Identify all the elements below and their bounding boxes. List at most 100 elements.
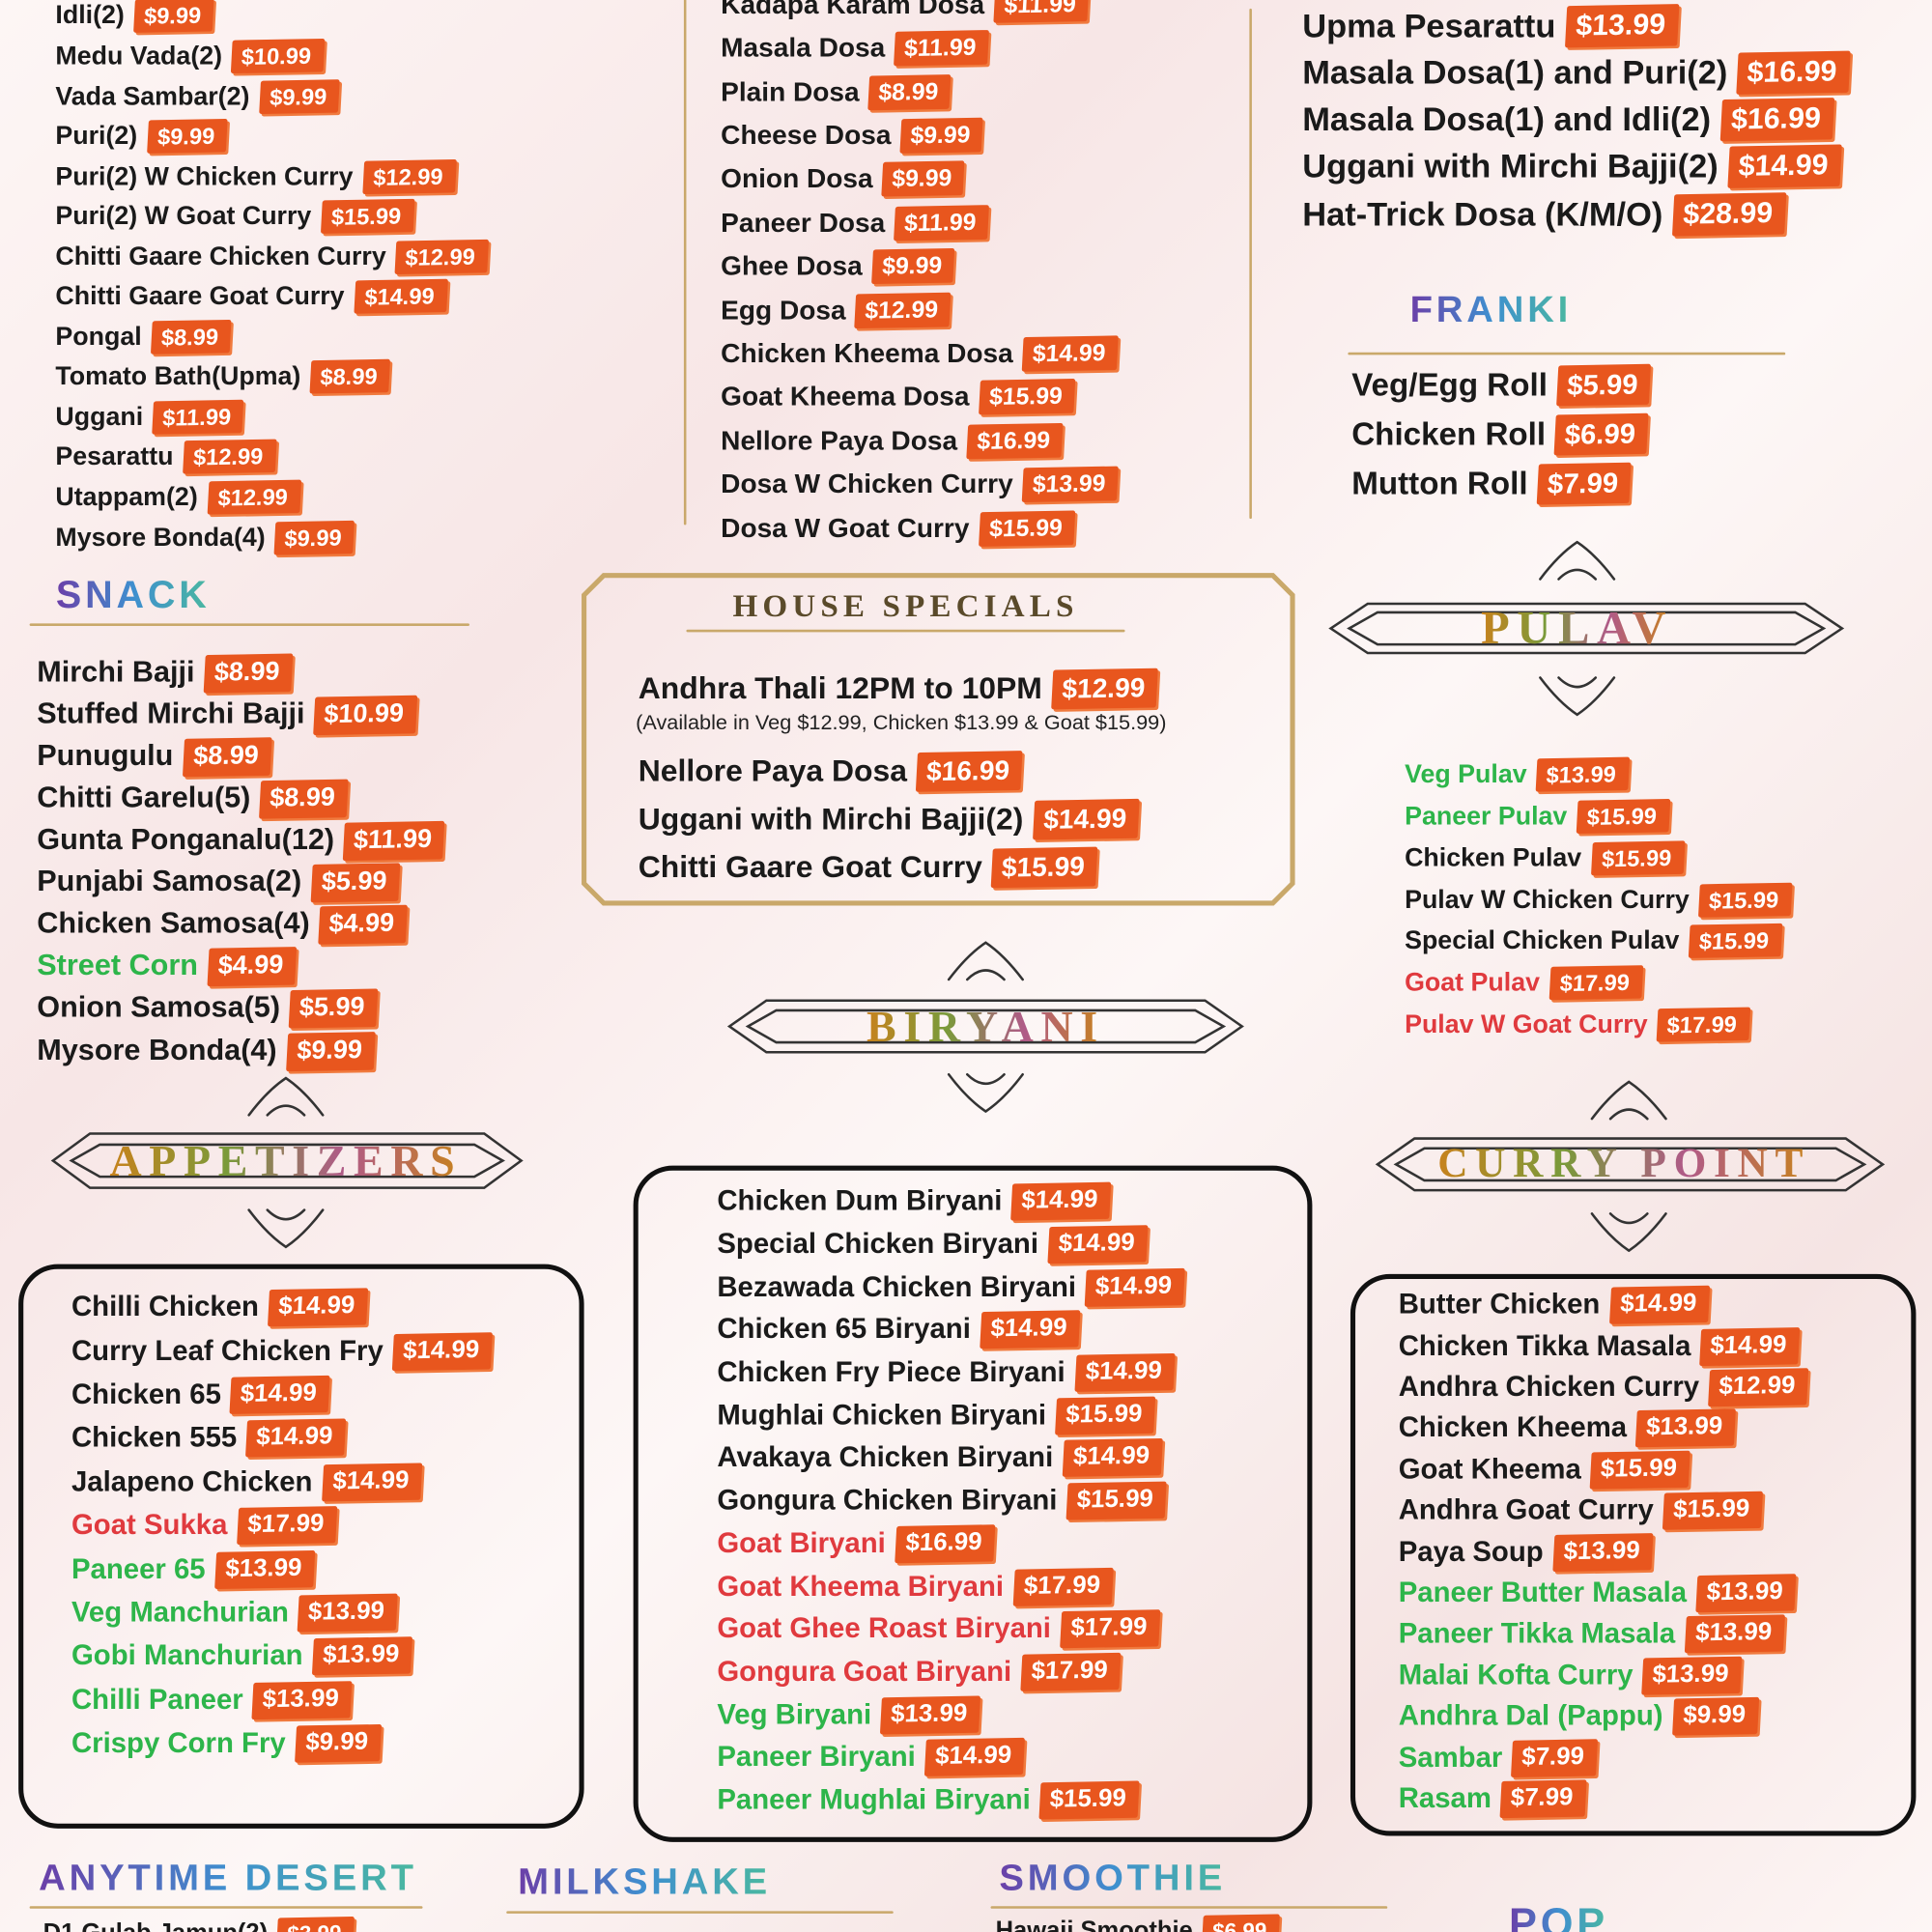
price-tag: $15.99	[990, 846, 1099, 889]
menu-item: Mutton Roll $7.99	[1351, 463, 1632, 506]
price-tag: $15.99	[1589, 1450, 1690, 1489]
price-tag: $14.99	[1073, 1352, 1175, 1392]
item-name: Pongal	[55, 322, 142, 352]
price-tag: $14.99	[1062, 1438, 1163, 1477]
section-title: SNACK	[55, 573, 211, 616]
price-tag: $5.99	[1555, 364, 1652, 408]
menu-item: Andhra Thali 12PM to 10PM $12.99	[639, 668, 1159, 710]
item-name: Punjabi Samosa(2)	[37, 865, 302, 898]
price-tag: $9.99	[285, 1031, 376, 1071]
price-tag: $11.99	[993, 0, 1090, 24]
menu-item: Paneer Pulav $15.99	[1405, 799, 1670, 835]
price-tag: $12.99	[206, 479, 300, 515]
item-name: Ghee Dosa	[721, 250, 863, 282]
price-tag: $5.99	[289, 988, 379, 1029]
menu-item: Goat Kheema $15.99	[1399, 1450, 1690, 1489]
price-tag: $9.99	[1671, 1697, 1759, 1736]
menu-item: Hawaii Smoothie $6.99	[996, 1914, 1280, 1932]
price-tag: $14.99	[1047, 1225, 1149, 1264]
menu-item: Masala Dosa(1) and Idli(2) $16.99	[1302, 98, 1834, 143]
price-tag: $16.99	[1736, 50, 1851, 96]
menu-item: Puri(2) W Goat Curry $15.99	[55, 198, 414, 235]
price-tag: $13.99	[251, 1680, 353, 1719]
item-name: Paya Soup	[1398, 1534, 1544, 1567]
item-name: Mughlai Chicken Biryani	[717, 1398, 1047, 1431]
price-tag: $13.99	[311, 1636, 412, 1676]
menu-item: Chicken 555 $14.99	[71, 1418, 347, 1458]
menu-item: Dosa W Goat Curry $15.99	[721, 509, 1076, 547]
pulav-ornament	[1328, 540, 1845, 717]
menu-item: Idli(2) $9.99	[55, 0, 214, 34]
menu-item: Chitti Gaare Chicken Curry $12.99	[55, 239, 489, 274]
price-tag: $28.99	[1671, 191, 1786, 237]
menu-item: Uggani $11.99	[55, 399, 245, 435]
price-tag: $15.99	[978, 379, 1076, 416]
price-tag: $13.99	[1535, 757, 1630, 793]
appetizers-box	[18, 1264, 584, 1829]
price-tag: $13.99	[1021, 466, 1120, 503]
item-name: Cheese Dosa	[721, 119, 892, 151]
price-tag: $13.99	[1684, 1614, 1785, 1654]
menu-item: Chicken Fry Piece Biryani $14.99	[717, 1352, 1175, 1392]
menu-item: Andhra Dal (Pappu) $9.99	[1399, 1697, 1759, 1736]
menu-item: Gunta Ponganalu(12) $11.99	[37, 820, 446, 861]
item-name: Malai Kofta Curry	[1398, 1658, 1634, 1690]
price-tag: $11.99	[894, 204, 990, 242]
price-tag: $17.99	[1548, 965, 1643, 1001]
item-name: Butter Chicken	[1398, 1288, 1601, 1321]
item-name: Chicken Fry Piece Biryani	[717, 1355, 1065, 1388]
item-name: Chicken Kheema Dosa	[721, 337, 1013, 369]
price-tag: $9.99	[294, 1724, 382, 1763]
menu-item: Hat-Trick Dosa (K/M/O) $28.99	[1302, 191, 1786, 237]
item-name: Uggani with Mirchi Bajji(2)	[1302, 148, 1719, 185]
price-tag: $11.99	[894, 30, 990, 68]
menu-item: Goat Pulav $17.99	[1405, 965, 1643, 1001]
menu-item: Andhra Chicken Curry $12.99	[1399, 1368, 1809, 1406]
menu-item: Cheese Dosa $9.99	[721, 117, 984, 155]
price-tag: $14.99	[1085, 1267, 1186, 1306]
item-name: D1 Gulab Jamun(2)	[43, 1918, 268, 1932]
menu-item: Pulav W Goat Curry $17.99	[1405, 1007, 1750, 1042]
price-tag: $12.99	[361, 158, 456, 194]
item-name: Street Corn	[37, 949, 198, 982]
item-name: Chitti Gaare Goat Curry	[55, 282, 345, 311]
price-tag: $8.99	[867, 73, 952, 111]
item-name: Hat-Trick Dosa (K/M/O)	[1302, 195, 1663, 233]
menu-item: Bezawada Chicken Biryani $14.99	[717, 1267, 1186, 1306]
item-name: Onion Dosa	[721, 162, 873, 194]
item-name: Chicken 65	[71, 1378, 221, 1410]
item-name: Chicken Kheema	[1398, 1410, 1628, 1444]
menu-item: Uggani with Mirchi Bajji(2) $14.99	[1302, 145, 1841, 189]
menu-item: Chitti Gaare Goat Curry $15.99	[639, 846, 1099, 889]
menu-item: Gongura Goat Biryani $17.99	[717, 1652, 1122, 1691]
price-tag: $9.99	[146, 119, 228, 155]
biryani-box	[633, 1165, 1313, 1842]
price-tag: $5.99	[310, 863, 400, 903]
item-name: Pesarattu	[55, 442, 174, 471]
menu-item: Puri(2) W Chicken Curry $12.99	[55, 158, 456, 194]
item-name: Utappam(2)	[55, 482, 198, 512]
menu-item: Nellore Paya Dosa $16.99	[721, 422, 1064, 460]
menu-item: Veg Manchurian $13.99	[71, 1593, 399, 1633]
menu-item: Veg Pulav $13.99	[1405, 757, 1630, 793]
menu-item: Veg Biryani $13.99	[717, 1694, 981, 1734]
price-tag: $16.99	[1719, 98, 1834, 143]
menu-item: Nellore Paya Dosa $16.99	[639, 751, 1024, 792]
price-tag: $15.99	[320, 198, 414, 235]
price-tag: $15.99	[1698, 882, 1792, 918]
item-name: Goat Kheema Biryani	[717, 1569, 1005, 1602]
price-tag: $10.99	[231, 38, 326, 74]
item-name: Kadapa Karam Dosa	[721, 0, 985, 20]
price-tag: $15.99	[1038, 1780, 1140, 1820]
item-name: Chicken 65 Biryani	[717, 1312, 971, 1345]
item-name: Chicken Dum Biryani	[717, 1184, 1003, 1217]
menu-item: Paneer 65 $13.99	[71, 1549, 315, 1588]
price-tag: $17.99	[1012, 1567, 1114, 1605]
item-name: Chicken 555	[71, 1421, 238, 1454]
menu-item: Chicken Roll $6.99	[1351, 413, 1650, 457]
price-tag: $12.99	[854, 292, 952, 329]
price-tag: $3.99	[276, 1917, 355, 1932]
menu-item: Kadapa Karam Dosa $11.99	[721, 0, 1090, 24]
item-name: Puri(2)	[55, 122, 138, 151]
